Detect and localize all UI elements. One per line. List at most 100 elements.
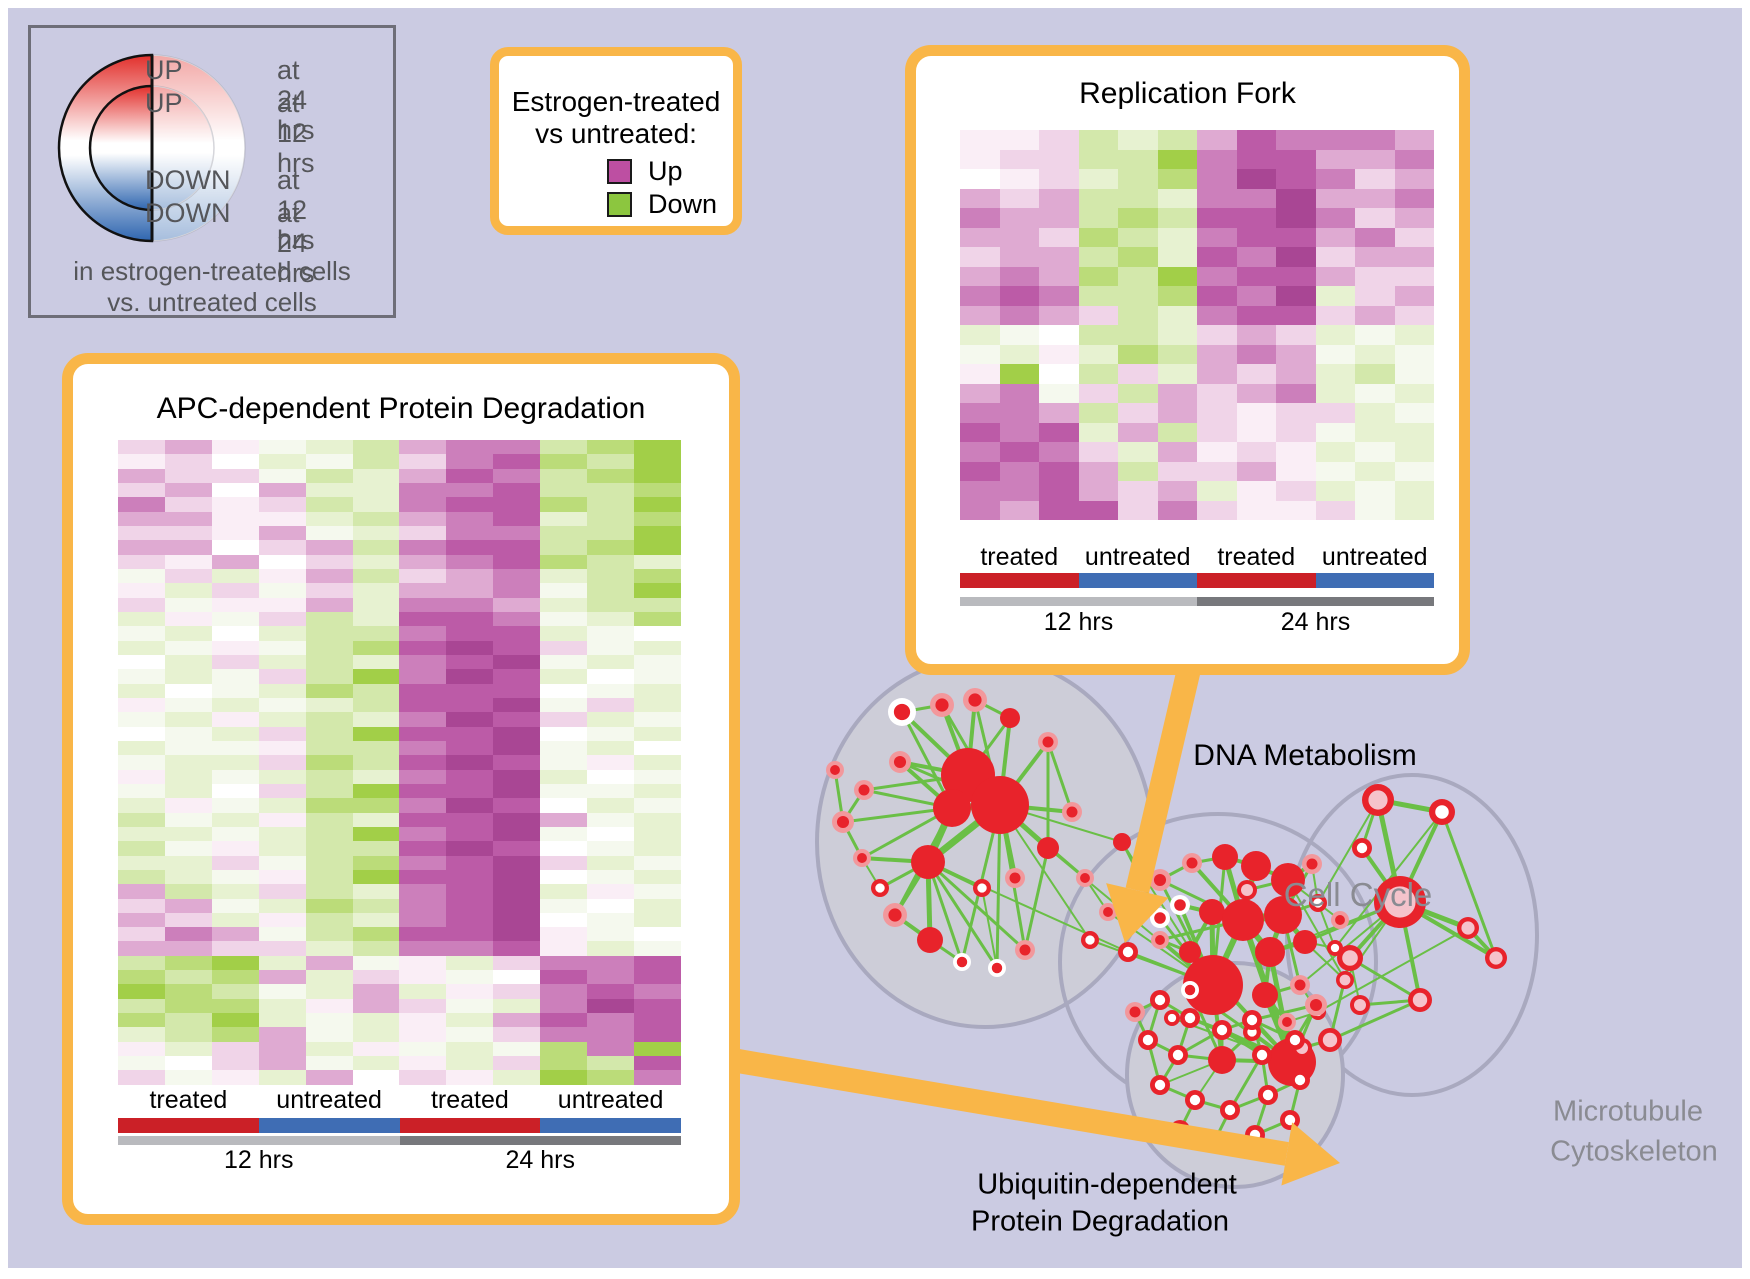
heatmap-cell — [118, 941, 165, 956]
heatmap-cell — [587, 726, 634, 741]
heatmap-cell — [399, 440, 447, 455]
network-node — [1330, 943, 1340, 953]
network-edge — [1188, 950, 1294, 1064]
heatmap-cell — [633, 955, 681, 971]
heatmap-cell — [1355, 442, 1395, 462]
network-node — [1292, 1038, 1312, 1058]
heatmap-cell — [352, 468, 400, 483]
heatmap-cell — [399, 798, 447, 813]
heatmap-cell — [164, 941, 212, 956]
network-edge — [833, 769, 845, 823]
heatmap-cell — [164, 626, 212, 641]
heatmap-cell — [540, 1041, 588, 1057]
heatmap-cell — [164, 540, 212, 555]
network-node — [1183, 955, 1243, 1015]
heatmap-cell — [493, 970, 541, 985]
heatmap-cell — [587, 654, 634, 670]
heatmap-cell — [352, 568, 400, 584]
heatmap-cell — [305, 898, 353, 913]
heatmap-cell — [999, 247, 1039, 267]
heatmap-cell — [258, 454, 306, 469]
network-node — [1435, 805, 1449, 819]
heatmap-cell — [540, 740, 588, 756]
network-edge — [951, 801, 1001, 812]
heatmap-cell — [1039, 422, 1079, 442]
network-edge — [1260, 1054, 1270, 1096]
heatmap-cell — [633, 826, 681, 842]
heatmap-cell — [587, 941, 634, 956]
network-node — [1285, 1030, 1305, 1050]
heatmap-cell — [164, 597, 212, 612]
heatmap-cell — [1394, 364, 1434, 384]
heatmap-cell — [1078, 325, 1118, 345]
heatmap-cell — [305, 740, 353, 756]
heatmap-cell — [1039, 481, 1079, 501]
heatmap-cell — [493, 640, 541, 655]
heatmap-cell — [540, 798, 588, 813]
heatmap-cell — [118, 540, 165, 555]
heatmap-cell — [211, 798, 259, 813]
heatmap-cell — [305, 654, 353, 670]
heatmap-cell — [399, 884, 447, 899]
heatmap-cell — [1276, 247, 1316, 267]
heatmap-cell — [1315, 344, 1355, 364]
network-node — [1180, 1008, 1200, 1028]
heatmap-cell — [399, 1041, 447, 1057]
heatmap-cell — [352, 855, 400, 870]
apc-treated-24h-label: treated — [430, 1086, 509, 1114]
heatmap-cell — [352, 640, 400, 655]
down-12-time: at 12 hrs — [277, 165, 315, 255]
heatmap-cell — [211, 941, 259, 956]
heatmap-cell — [1078, 208, 1118, 228]
network-edge — [927, 860, 983, 890]
heatmap-cell — [1276, 344, 1316, 364]
network-edge — [981, 887, 998, 969]
network-node — [1154, 912, 1166, 924]
network-node — [1103, 907, 1113, 917]
heatmap-cell — [164, 826, 212, 842]
heatmap-cell — [446, 468, 494, 483]
network-node — [1282, 1017, 1292, 1027]
network-node — [1118, 942, 1138, 962]
heatmap-cell — [164, 740, 212, 756]
network-node — [830, 765, 840, 775]
heatmap-cell — [633, 812, 681, 827]
heatmap-cell — [633, 783, 681, 799]
heatmap-cell — [211, 468, 259, 483]
network-node — [1322, 1032, 1338, 1048]
network-node — [1356, 842, 1368, 854]
heatmap-cell — [1394, 130, 1434, 150]
heatmap-cell — [118, 812, 165, 827]
network-edge — [841, 789, 866, 823]
heatmap-cell — [1197, 305, 1237, 325]
heatmap-cell — [587, 468, 634, 483]
heatmap-cell — [352, 970, 400, 985]
up-24-label: UP — [145, 55, 183, 85]
heatmap-cell — [352, 755, 400, 770]
heatmap-cell — [960, 403, 1000, 423]
network-edge — [1264, 983, 1301, 997]
heatmap-cell — [1236, 286, 1276, 306]
heatmap-cell — [211, 769, 259, 784]
heatmap-cell — [633, 1013, 681, 1028]
down-label: Down — [648, 189, 718, 219]
heatmap-cell — [164, 1056, 212, 1071]
heatmap-cell — [211, 869, 259, 885]
heatmap-cell — [446, 654, 494, 670]
heatmap-cell — [1394, 481, 1434, 501]
heatmap-cell — [493, 468, 541, 483]
heatmap-cell — [399, 1056, 447, 1071]
network-edge — [964, 771, 1004, 809]
heatmap-cell — [587, 697, 634, 713]
heatmap-cell — [1157, 286, 1197, 306]
heatmap-cell — [1394, 188, 1434, 208]
rf-12h-bar — [960, 597, 1197, 606]
network-node — [1241, 884, 1253, 896]
heatmap-cell — [540, 884, 588, 899]
heatmap-cell — [493, 869, 541, 885]
heatmap-cell — [540, 626, 588, 641]
heatmap-cell — [1118, 169, 1158, 189]
heatmap-cell — [305, 783, 353, 799]
heatmap-cell — [118, 740, 165, 756]
